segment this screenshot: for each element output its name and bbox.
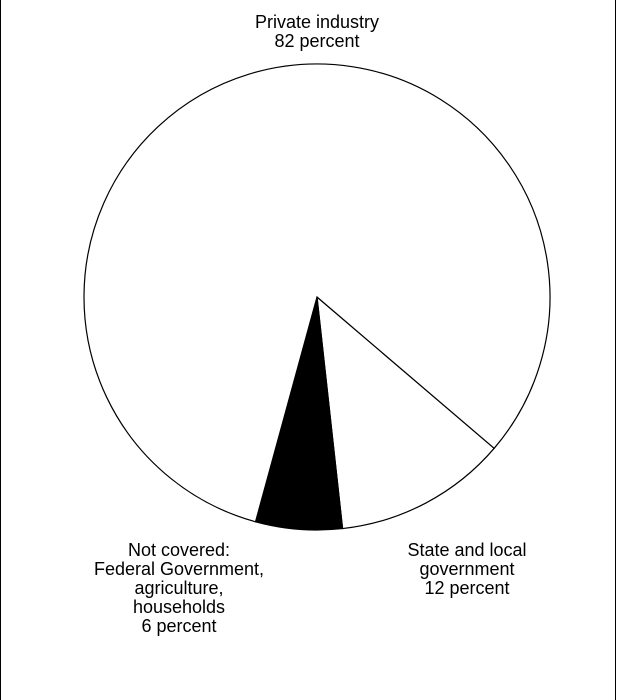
label-not-covered-line: Not covered: (128, 540, 230, 560)
label-private-industry-line: 82 percent (274, 31, 359, 51)
slice-state-local-government (316, 295, 496, 530)
label-not-covered-line: Federal Government, (94, 559, 264, 579)
label-state-local-government: State and local government 12 percent (407, 540, 526, 598)
pie-slices (83, 63, 551, 531)
label-not-covered-line: agriculture, (134, 578, 223, 598)
label-not-covered-line: households (133, 597, 225, 617)
label-state-local-government-line: government (419, 559, 514, 579)
label-not-covered: Not covered: Federal Government, agricultu… (94, 540, 264, 636)
label-state-local-government-line: 12 percent (424, 578, 509, 598)
label-private-industry-line: Private industry (255, 12, 379, 32)
label-not-covered-line: 6 percent (141, 616, 216, 636)
slice-private-industry (83, 63, 551, 523)
label-private-industry: Private industry 82 percent (255, 12, 379, 51)
label-state-local-government-line: State and local (407, 540, 526, 560)
pie-labels: Private industry 82 percent State and loca… (94, 12, 527, 636)
